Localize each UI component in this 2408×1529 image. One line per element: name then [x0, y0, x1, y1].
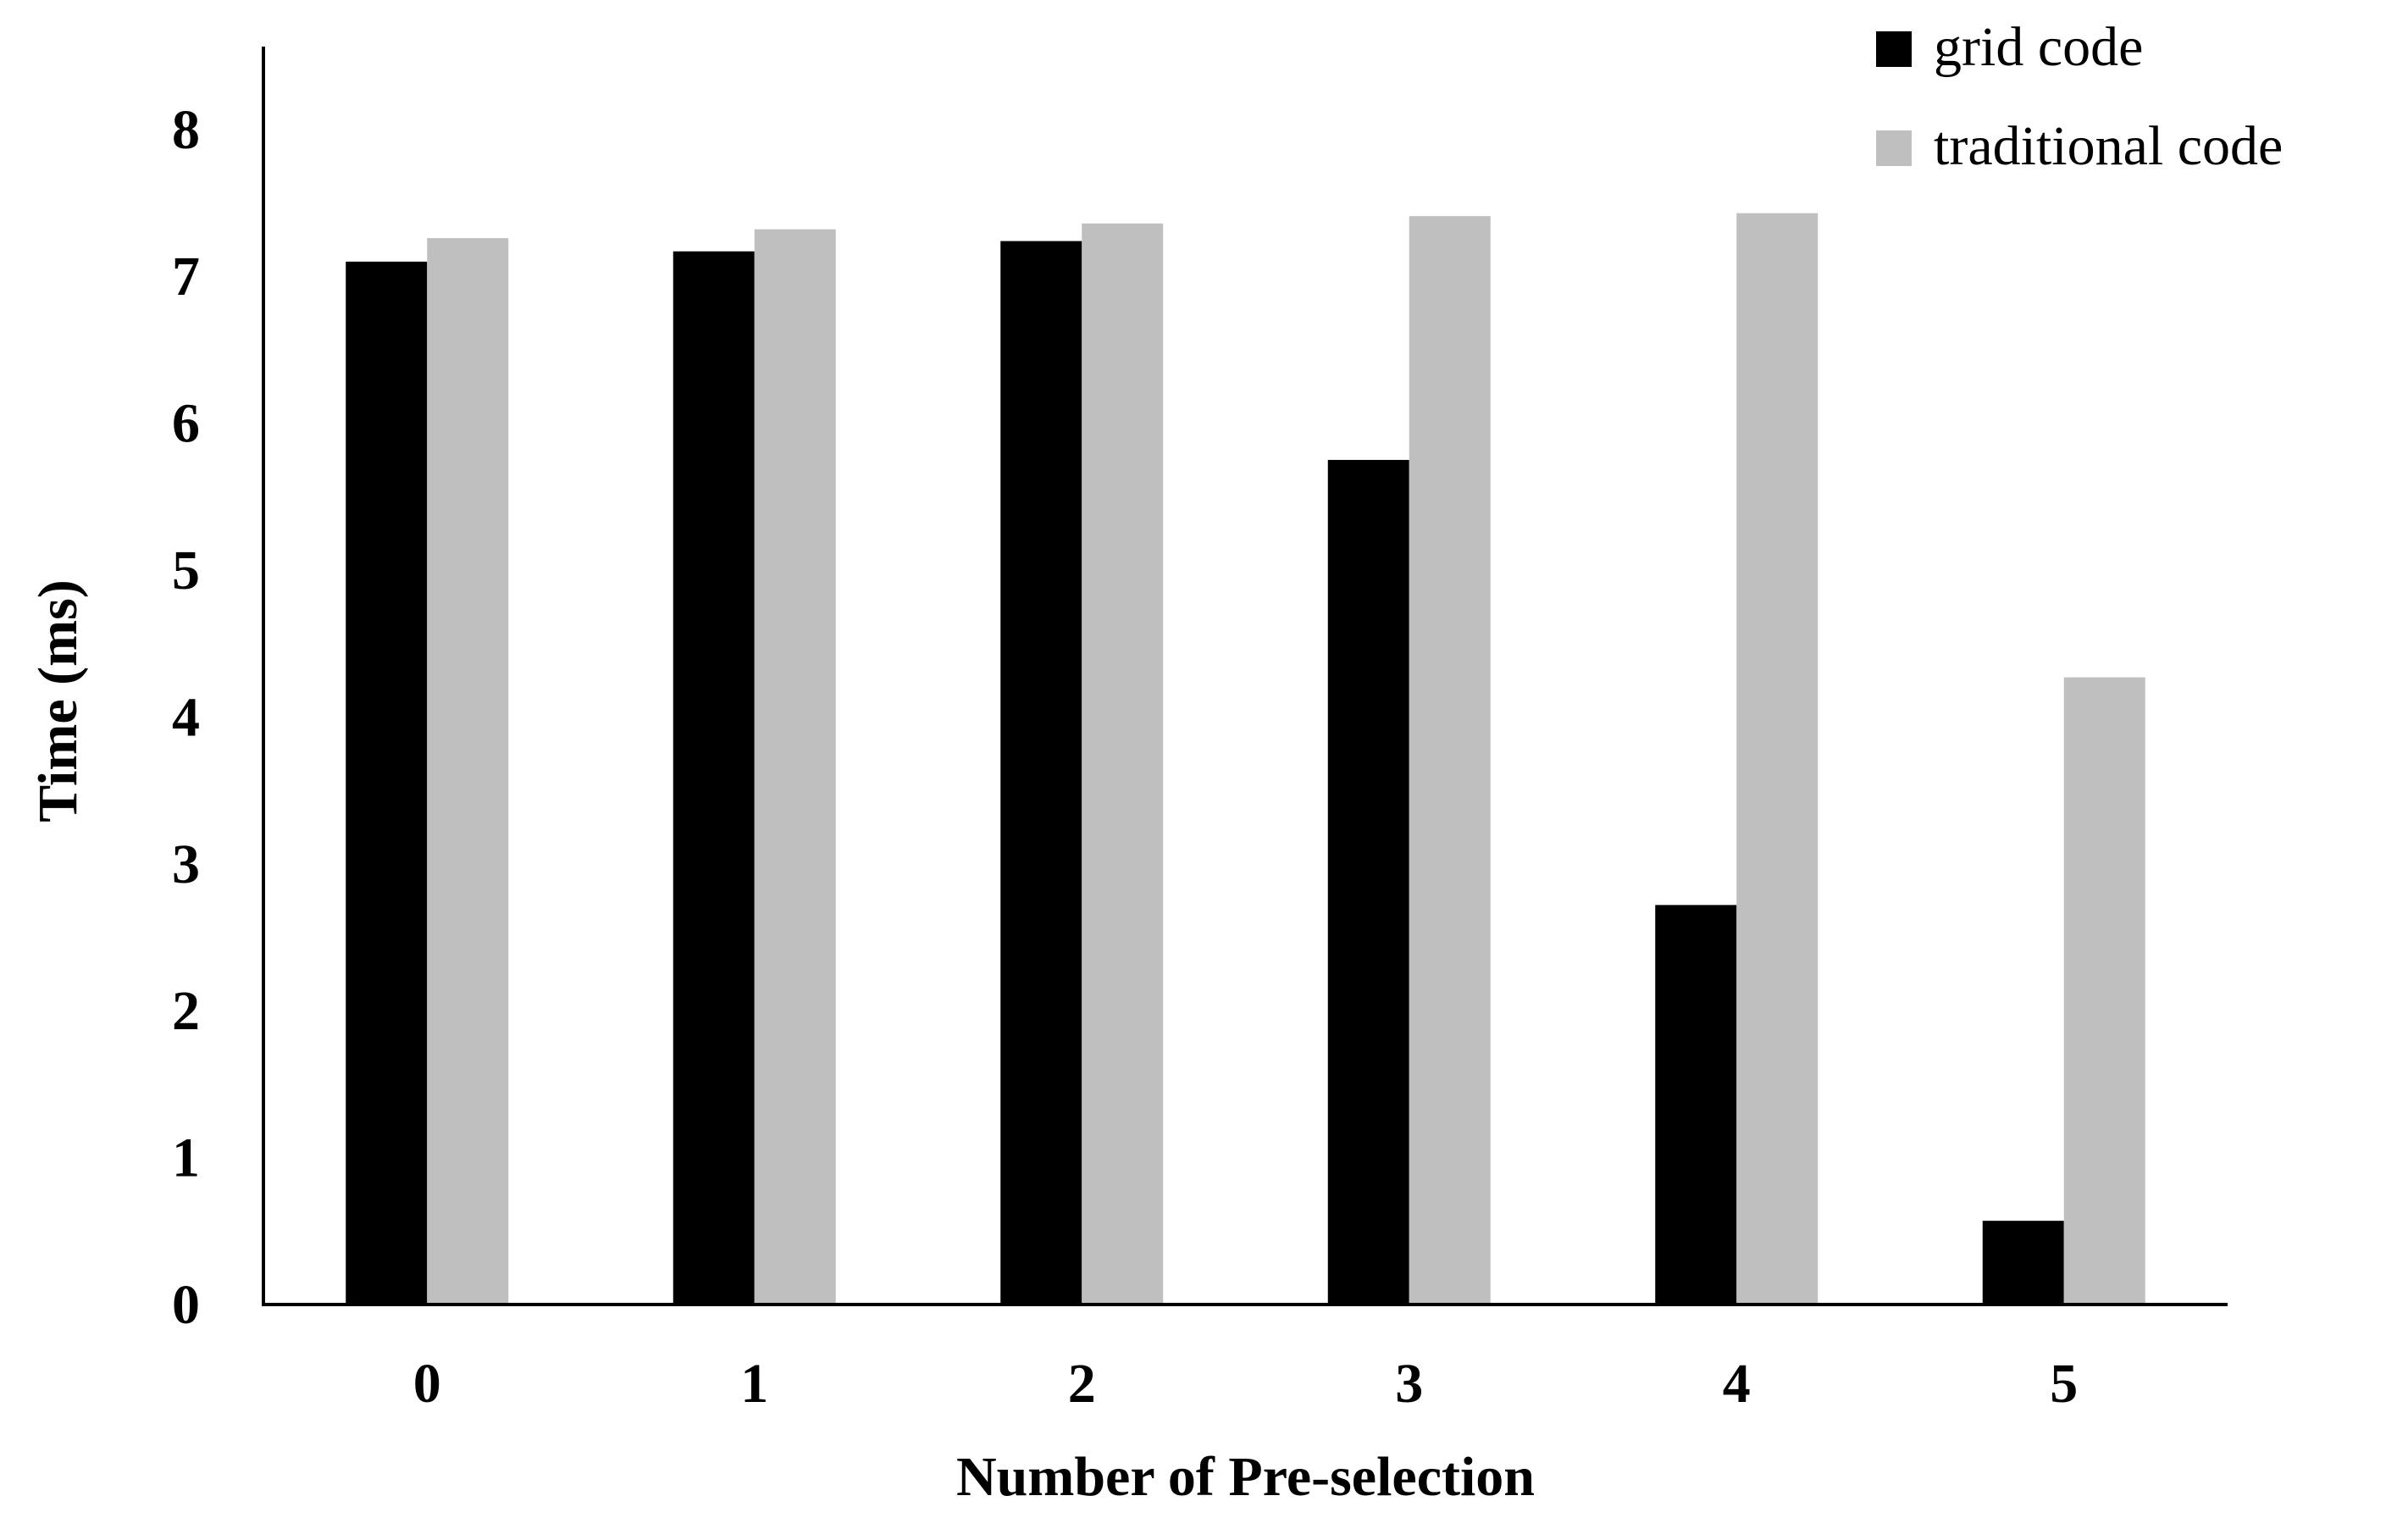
x-axis-title: Number of Pre-selection [956, 1446, 1535, 1508]
y-tick-label: 1 [172, 1127, 200, 1189]
bar-traditional-code-5 [2063, 677, 2145, 1305]
legend: grid code traditional code [1876, 16, 2283, 177]
legend-label-traditional-code: traditional code [1934, 115, 2283, 177]
y-tick-label: 4 [172, 686, 200, 748]
x-tick-label: 3 [1395, 1353, 1423, 1415]
bar-traditional-code-3 [1409, 216, 1491, 1305]
y-tick-label: 7 [172, 246, 200, 307]
x-tick-label: 2 [1068, 1353, 1096, 1415]
bar-traditional-code-2 [1082, 223, 1164, 1305]
bar-traditional-code-1 [754, 229, 836, 1305]
bar-traditional-code-0 [427, 238, 509, 1305]
y-tick-label: 0 [172, 1274, 200, 1336]
x-tick-labels: 0 1 2 3 4 5 [413, 1353, 2079, 1415]
legend-swatch-traditional-code [1876, 130, 1912, 166]
bar-grid-code-2 [1000, 241, 1082, 1305]
bar-grid-code-4 [1655, 905, 1737, 1305]
legend-label-grid-code: grid code [1934, 16, 2143, 78]
x-tick-label: 0 [413, 1353, 441, 1415]
bar-grid-code-5 [1982, 1221, 2064, 1305]
y-tick-label: 8 [172, 99, 200, 161]
x-tick-label: 5 [2050, 1353, 2078, 1415]
legend-swatch-grid-code [1876, 31, 1912, 67]
bar-traditional-code-4 [1736, 213, 1818, 1305]
bars-layer [346, 213, 2145, 1305]
y-axis-title: Time (ms) [27, 579, 89, 823]
y-tick-labels: 0 1 2 3 4 5 6 7 8 [172, 99, 200, 1336]
bar-grid-code-0 [346, 261, 428, 1305]
y-tick-label: 6 [172, 393, 200, 455]
y-tick-label: 2 [172, 980, 200, 1042]
bar-grid-code-1 [673, 251, 755, 1305]
x-tick-label: 1 [740, 1353, 768, 1415]
x-tick-label: 4 [1723, 1353, 1751, 1415]
y-tick-label: 5 [172, 540, 200, 601]
y-tick-label: 3 [172, 834, 200, 895]
bar-grid-code-3 [1327, 459, 1409, 1305]
